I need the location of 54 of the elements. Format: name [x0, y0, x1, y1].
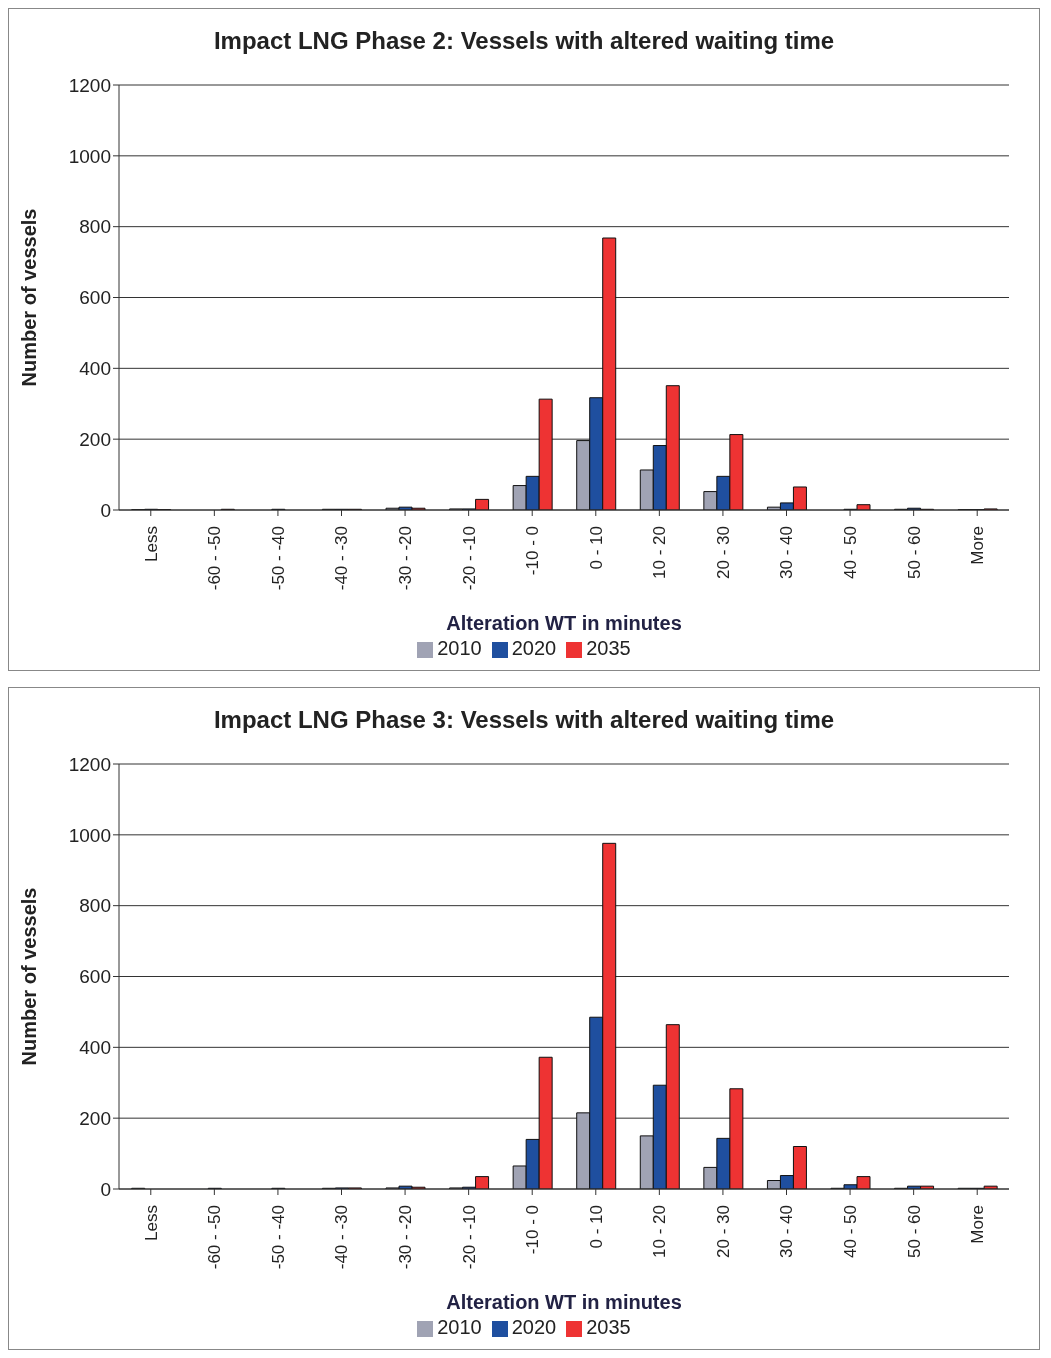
x-tick-label: -10 - 0	[523, 1205, 543, 1255]
x-tick-label: -40 - -30	[332, 526, 352, 591]
x-tick-label: -60 - -50	[205, 526, 225, 591]
y-tick-label: 600	[79, 287, 111, 309]
y-tick-label: 1000	[68, 145, 111, 167]
x-tick-label: -50 - -40	[268, 526, 288, 591]
x-tick-label: More	[968, 1205, 988, 1244]
x-axis-title: Alteration WT in minutes	[446, 612, 682, 634]
y-axis-title: Number of vessels	[18, 208, 41, 387]
y-tick-label: 600	[79, 966, 111, 988]
x-tick-label: 30 - 40	[777, 1205, 797, 1258]
legend-label: 2010	[437, 1316, 482, 1338]
x-tick-label: -20 - -10	[459, 526, 479, 591]
y-tick-label: 400	[79, 358, 111, 380]
legend-label: 2035	[586, 1316, 631, 1338]
y-tick-label: 1200	[68, 74, 111, 96]
x-tick-label: -60 - -50	[205, 1205, 225, 1270]
x-tick-label: 40 - 50	[841, 526, 861, 579]
x-tick-label: 0 - 10	[586, 1205, 606, 1249]
y-tick-label: 800	[79, 895, 111, 917]
x-tick-label: 50 - 60	[904, 1205, 924, 1258]
x-tick-label: 10 - 20	[650, 526, 670, 579]
y-tick-label: 800	[79, 216, 111, 238]
x-tick-label: -30 - -20	[396, 526, 416, 591]
x-tick-label: -10 - 0	[523, 526, 543, 576]
x-tick-label: -20 - -10	[459, 1205, 479, 1270]
chart-title: Impact LNG Phase 3: Vessels with altered waiting time	[212, 705, 836, 734]
chart-title: Impact LNG Phase 2: Vessels with altered waiting time	[212, 26, 836, 55]
y-tick-label: 1200	[68, 753, 111, 775]
y-tick-label: 0	[100, 499, 111, 521]
y-tick-label: 200	[79, 428, 111, 450]
x-tick-label: -40 - -30	[332, 1205, 352, 1270]
legend-label: 2020	[511, 637, 557, 659]
x-tick-label: Less	[141, 1205, 161, 1241]
x-tick-label: 50 - 60	[904, 526, 924, 579]
x-tick-label: 20 - 30	[713, 526, 733, 579]
legend-label: 2020	[511, 1316, 557, 1338]
legend-label: 2010	[437, 637, 482, 659]
x-tick-label: More	[968, 526, 988, 565]
x-tick-label: 30 - 40	[777, 526, 797, 579]
y-tick-label: 200	[79, 1107, 111, 1129]
x-tick-label: 0 - 10	[586, 526, 606, 570]
x-tick-label: -30 - -20	[396, 1205, 416, 1270]
y-tick-label: 0	[100, 1178, 111, 1200]
y-tick-label: 400	[79, 1037, 111, 1059]
legend-label: 2035	[586, 637, 631, 659]
x-tick-label: 20 - 30	[713, 1205, 733, 1258]
x-tick-label: 10 - 20	[650, 1205, 670, 1258]
y-axis-title: Number of vessels	[18, 887, 41, 1066]
x-tick-label: -50 - -40	[268, 1205, 288, 1270]
x-axis-title: Alteration WT in minutes	[446, 1291, 682, 1313]
x-tick-label: 40 - 50	[841, 1205, 861, 1258]
y-tick-label: 1000	[68, 824, 111, 846]
x-tick-label: Less	[141, 526, 161, 562]
